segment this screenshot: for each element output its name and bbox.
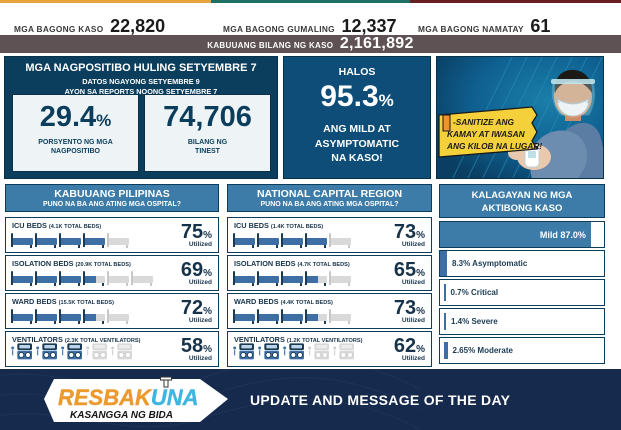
svg-text:-SANITIZE ANG: -SANITIZE ANG bbox=[453, 117, 515, 127]
svg-text:ANG KILOB NA LUGAR!: ANG KILOB NA LUGAR! bbox=[446, 141, 542, 151]
svg-text:KASANGGA NG BIDA: KASANGGA NG BIDA bbox=[70, 410, 173, 421]
svg-text:KAMAY AT IWASAN: KAMAY AT IWASAN bbox=[447, 129, 526, 139]
svg-text:RESBAKUNA: RESBAKUNA bbox=[58, 385, 199, 410]
